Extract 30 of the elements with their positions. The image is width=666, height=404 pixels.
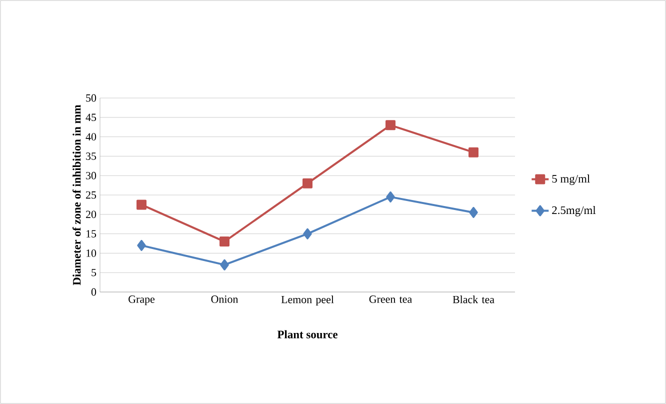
x-tick-label: Onion [211, 296, 238, 303]
y-tick-label: 50 [86, 94, 96, 102]
point [137, 240, 146, 251]
point [220, 259, 229, 270]
y-tick-label: 30 [86, 172, 96, 180]
y-tick-label: 40 [86, 133, 96, 140]
x-axis-title: Plant source [277, 330, 338, 338]
y-tick-label: 45 [86, 114, 96, 122]
x-tick-label: Green tea [369, 296, 412, 303]
y-tick-label: 5 [92, 268, 96, 276]
x-tick-label: Black tea [452, 296, 494, 304]
point [386, 191, 395, 202]
point [386, 120, 396, 130]
legend-label: 5 mg/ml [552, 174, 590, 185]
y-axis-title: Diameter of zone of inhibition in mm [72, 104, 81, 286]
y-tick-label: 20 [86, 210, 96, 218]
point [220, 236, 230, 247]
y-tick-label: 15 [86, 230, 96, 238]
y-tick-label: 25 [86, 191, 96, 199]
point [469, 206, 478, 218]
legend-label: 2.5mg/ml [552, 206, 596, 216]
x-tick-label: Lemon peel [281, 296, 334, 306]
point [468, 147, 479, 158]
point [302, 178, 313, 188]
point [303, 228, 312, 240]
y-tick-label: 0 [91, 288, 96, 296]
y-tick-label: 10 [86, 250, 96, 257]
point [136, 200, 147, 210]
y-tick-label: 35 [86, 152, 96, 160]
x-tick-label: Grape [128, 296, 155, 306]
